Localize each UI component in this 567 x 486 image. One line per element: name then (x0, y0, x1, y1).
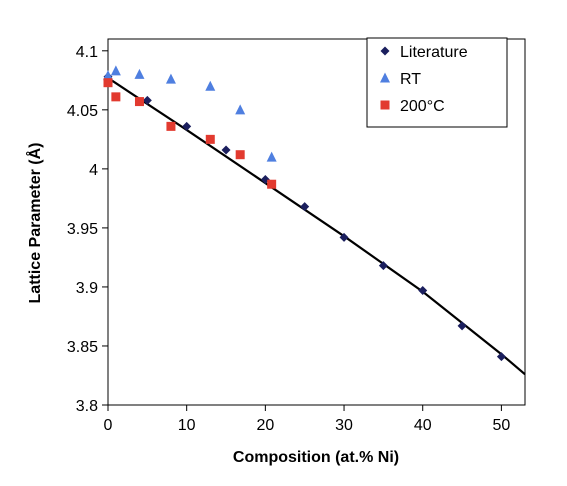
x-tick-label: 40 (414, 417, 432, 434)
y-axis-title: Lattice Parameter (Å) (25, 143, 44, 304)
data-point-diamond (496, 352, 506, 362)
data-points-layer (103, 65, 506, 362)
legend-label: Literature (400, 44, 468, 61)
data-point-triangle (266, 151, 277, 162)
data-point-square (134, 97, 144, 107)
data-point-triangle (134, 68, 145, 79)
y-tick-label: 4.05 (67, 103, 98, 120)
data-point-diamond (300, 202, 310, 212)
legend-box (366, 37, 508, 128)
data-point-diamond (142, 95, 152, 105)
legend-marker-diamond (380, 46, 390, 56)
legend-marker-triangle (380, 72, 390, 83)
x-tick-label: 30 (335, 417, 353, 434)
data-point-diamond (182, 121, 192, 131)
data-point-square (166, 121, 176, 131)
x-tick-label: 20 (256, 417, 274, 434)
y-tick-label: 4.1 (76, 44, 98, 61)
data-point-triangle (235, 104, 246, 115)
y-tick-label: 4 (89, 162, 98, 179)
data-point-triangle (110, 65, 121, 76)
legend-label: RT (400, 71, 421, 88)
data-point-diamond (221, 145, 231, 155)
data-point-triangle (205, 80, 216, 91)
y-tick-label: 3.95 (67, 221, 98, 238)
data-point-square (111, 92, 121, 102)
data-point-diamond (339, 232, 349, 242)
data-point-square (205, 134, 215, 144)
legend-items: Literature RT 200°C (380, 44, 468, 115)
data-point-square (267, 179, 277, 189)
legend-marker-square (380, 100, 390, 110)
x-tick-label: 10 (178, 417, 196, 434)
y-tick-label: 3.9 (76, 280, 98, 297)
data-point-triangle (103, 70, 113, 81)
y-tick-label: 3.8 (76, 398, 98, 415)
y-axis-ticks: 3.8 3.85 3.9 3.95 4 4.05 4.1 (67, 44, 108, 415)
x-tick-label: 50 (492, 417, 510, 434)
x-axis-ticks: 0 10 20 30 40 50 (104, 405, 510, 434)
x-tick-label: 0 (104, 417, 113, 434)
data-point-square (103, 78, 113, 88)
data-point-triangle (165, 73, 176, 84)
legend: Literature RT 200°C (366, 37, 508, 128)
legend-label: 200°C (400, 98, 445, 115)
y-tick-label: 3.85 (67, 339, 98, 356)
data-point-diamond (457, 321, 467, 331)
x-axis-title: Composition (at.% Ni) (233, 449, 399, 466)
data-point-diamond (378, 261, 388, 271)
data-point-diamond (418, 285, 428, 295)
data-point-square (235, 150, 245, 160)
